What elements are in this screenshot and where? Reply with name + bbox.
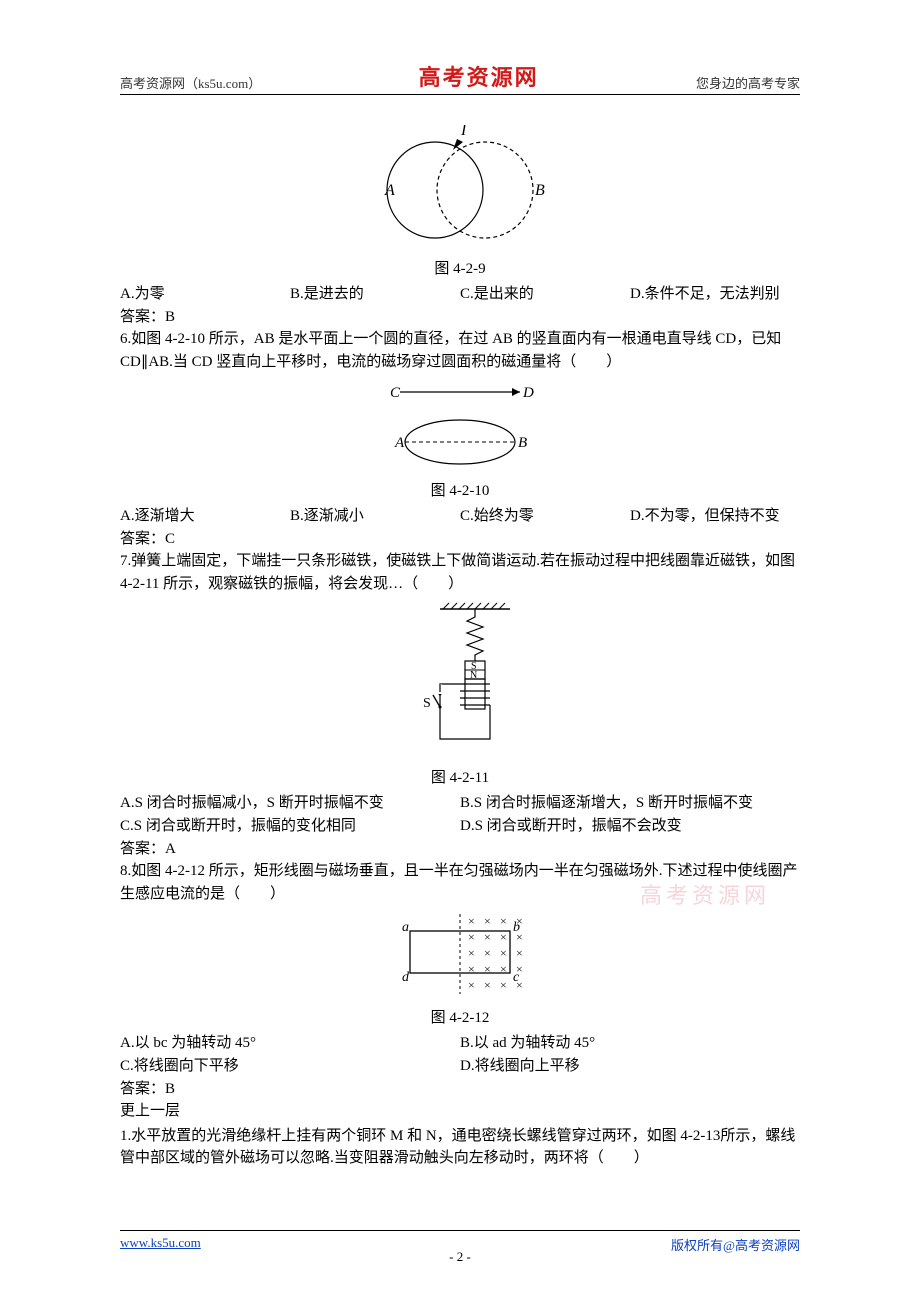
q5-opt-A: A.为零 bbox=[120, 282, 290, 303]
figure-4-2-10-caption: 图 4-2-10 bbox=[120, 479, 800, 500]
footer-url[interactable]: www.ks5u.com bbox=[120, 1235, 201, 1254]
svg-text:×: × bbox=[500, 946, 507, 960]
svg-text:×: × bbox=[484, 930, 491, 944]
header-center-logo: 高考资源网 bbox=[419, 60, 539, 92]
q7-opt-D: D.S 闭合或断开时，振幅不会改变 bbox=[460, 814, 800, 835]
fig12-lc: c bbox=[513, 970, 520, 985]
svg-text:×: × bbox=[468, 962, 475, 976]
svg-text:×: × bbox=[516, 946, 523, 960]
fig10-label-D: D bbox=[522, 385, 534, 401]
fig9-label-B: B bbox=[535, 182, 545, 199]
q7-opt-B: B.S 闭合时振幅逐渐增大，S 断开时振幅不变 bbox=[460, 791, 800, 812]
q7-opt-C: C.S 闭合或断开时，振幅的变化相同 bbox=[120, 814, 460, 835]
q7-options-row2: C.S 闭合或断开时，振幅的变化相同 D.S 闭合或断开时，振幅不会改变 bbox=[120, 814, 800, 835]
q6-opt-A: A.逐渐增大 bbox=[120, 504, 290, 525]
svg-text:×: × bbox=[484, 962, 491, 976]
q8-stem: 8.如图 4-2-12 所示，矩形线圈与磁场垂直，且一半在匀强磁场内一半在匀强磁… bbox=[120, 860, 800, 905]
svg-text:×: × bbox=[468, 930, 475, 944]
adv1-stem: 1.水平放置的光滑绝缘杆上挂有两个铜环 M 和 N，通电密绕长螺线管穿过两环，如… bbox=[120, 1125, 800, 1170]
section-up: 更上一层 bbox=[120, 1100, 800, 1123]
footer-copyright: 版权所有@高考资源网 bbox=[671, 1235, 800, 1254]
q8-answer: 答案：B bbox=[120, 1077, 800, 1098]
q8-options-row2: C.将线圈向下平移 D.将线圈向上平移 bbox=[120, 1054, 800, 1075]
svg-text:×: × bbox=[468, 914, 475, 928]
fig12-la: a bbox=[402, 920, 409, 935]
q7-answer: 答案：A bbox=[120, 837, 800, 858]
q6-opt-B: B.逐渐减小 bbox=[290, 504, 460, 525]
svg-text:×: × bbox=[484, 946, 491, 960]
q8-opt-B: B.以 ad 为轴转动 45° bbox=[460, 1031, 800, 1052]
svg-text:×: × bbox=[468, 978, 475, 992]
q6-opt-D: D.不为零，但保持不变 bbox=[630, 504, 800, 525]
q8-opt-C: C.将线圈向下平移 bbox=[120, 1054, 460, 1075]
q5-opt-D: D.条件不足，无法判别 bbox=[630, 282, 800, 303]
fig10-label-B: B bbox=[518, 435, 527, 451]
q6-answer: 答案：C bbox=[120, 527, 800, 548]
header-left: 高考资源网（ks5u.com） bbox=[120, 73, 261, 92]
q8-options-row1: A.以 bc 为轴转动 45° B.以 ad 为轴转动 45° bbox=[120, 1031, 800, 1052]
svg-text:×: × bbox=[500, 962, 507, 976]
svg-text:×: × bbox=[484, 914, 491, 928]
q5-opt-C: C.是出来的 bbox=[460, 282, 630, 303]
svg-text:×: × bbox=[500, 978, 507, 992]
q5-opt-B: B.是进去的 bbox=[290, 282, 460, 303]
fig11-switch-S: S bbox=[423, 696, 431, 711]
figure-4-2-12-caption: 图 4-2-12 bbox=[120, 1006, 800, 1027]
q6-opt-C: C.始终为零 bbox=[460, 504, 630, 525]
fig10-label-C: C bbox=[390, 385, 401, 401]
q6-stem: 6.如图 4-2-10 所示，AB 是水平面上一个圆的直径，在过 AB 的竖直面… bbox=[120, 328, 800, 373]
fig10-label-A: A bbox=[394, 435, 405, 451]
figure-4-2-10: C D A B bbox=[120, 377, 800, 477]
fig9-label-A: A bbox=[384, 182, 395, 199]
svg-text:×: × bbox=[500, 930, 507, 944]
q7-stem: 7.弹簧上端固定，下端挂一只条形磁铁，使磁铁上下做简谐运动.若在振动过程中把线圈… bbox=[120, 550, 800, 595]
fig9-label-I: I bbox=[460, 125, 467, 139]
fig12-ld: d bbox=[402, 970, 410, 985]
q7-options-row1: A.S 闭合时振幅减小，S 断开时振幅不变 B.S 闭合时振幅逐渐增大，S 断开… bbox=[120, 791, 800, 812]
header-right: 您身边的高考专家 bbox=[696, 73, 800, 92]
figure-4-2-11: S N S bbox=[120, 599, 800, 764]
q5-answer: 答案：B bbox=[120, 305, 800, 326]
figure-4-2-9: A B I bbox=[120, 125, 800, 255]
svg-text:×: × bbox=[484, 978, 491, 992]
q7-opt-A: A.S 闭合时振幅减小，S 断开时振幅不变 bbox=[120, 791, 460, 812]
q6-options: A.逐渐增大 B.逐渐减小 C.始终为零 D.不为零，但保持不变 bbox=[120, 504, 800, 525]
footer-page-number: - 2 - bbox=[449, 1249, 471, 1265]
page-header: 高考资源网（ks5u.com） 高考资源网 您身边的高考专家 bbox=[120, 60, 800, 95]
page-footer: www.ks5u.com - 2 - 版权所有@高考资源网 bbox=[120, 1230, 800, 1254]
figure-4-2-11-caption: 图 4-2-11 bbox=[120, 766, 800, 787]
figure-4-2-9-caption: 图 4-2-9 bbox=[120, 257, 800, 278]
figure-4-2-12: ×××× ×××× ×××× ×××× ×××× a b c d bbox=[120, 909, 800, 1004]
fig12-lb: b bbox=[513, 920, 520, 935]
svg-text:×: × bbox=[500, 914, 507, 928]
q8-opt-A: A.以 bc 为轴转动 45° bbox=[120, 1031, 460, 1052]
q5-options: A.为零 B.是进去的 C.是出来的 D.条件不足，无法判别 bbox=[120, 282, 800, 303]
q8-opt-D: D.将线圈向上平移 bbox=[460, 1054, 800, 1075]
svg-text:×: × bbox=[468, 946, 475, 960]
